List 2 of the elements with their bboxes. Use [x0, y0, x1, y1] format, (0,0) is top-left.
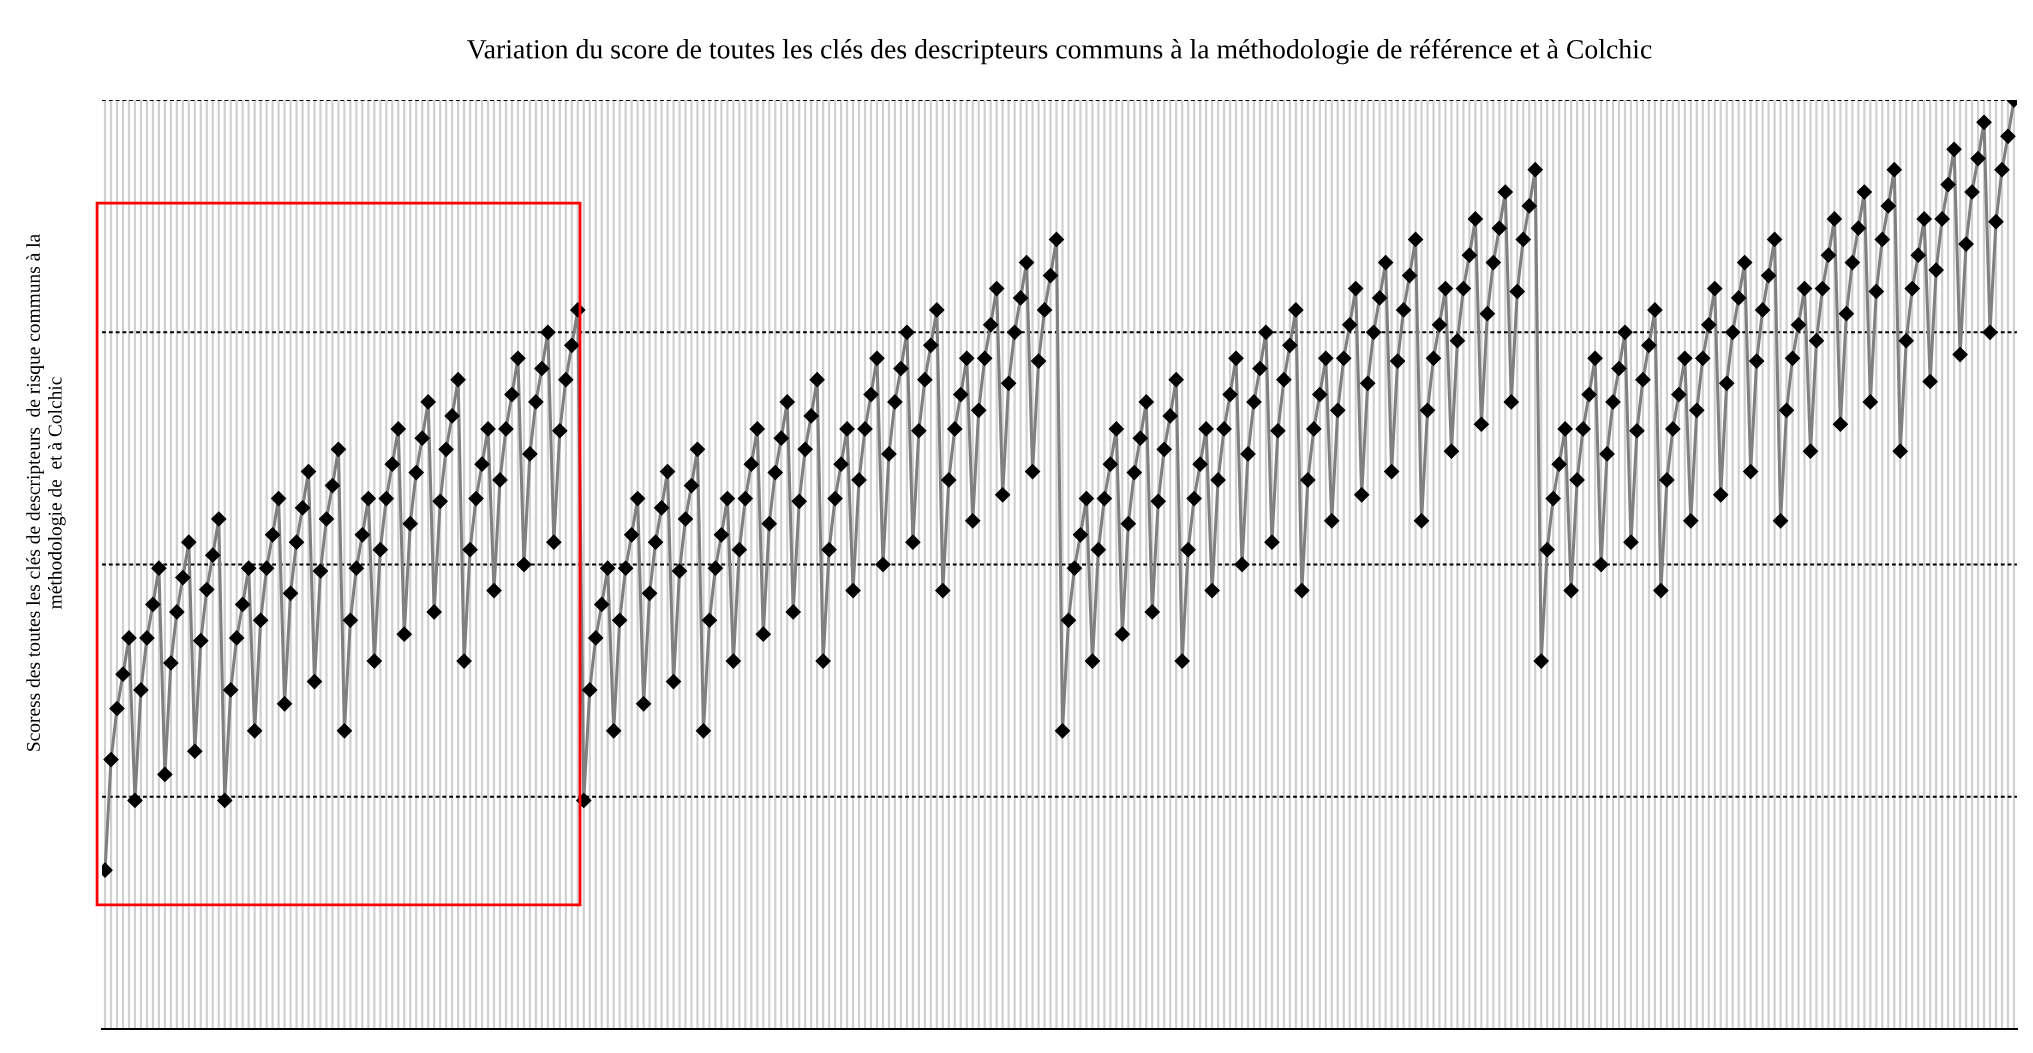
chart-title: Variation du score de toutes les clés des descripteurs communs à la méthodologie de référence et à Colchic	[467, 38, 1652, 65]
y-axis-title: Scoress des toutes les clés de descripteurs de risque communs à la méthodologie de et à Colchic	[26, 234, 66, 751]
